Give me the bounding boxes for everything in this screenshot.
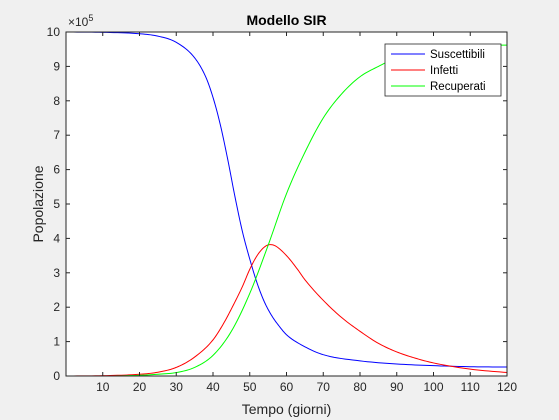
y-tick-label: 5	[53, 197, 60, 211]
x-axis-label: Tempo (giorni)	[242, 401, 331, 417]
x-tick-label: 80	[353, 380, 367, 394]
y-tick-label: 10	[47, 25, 61, 39]
y-tick-label: 1	[53, 335, 60, 349]
x-tick-label: 100	[423, 380, 443, 394]
legend-label-recuperati: Recuperati	[430, 81, 486, 93]
y-tick-label: 2	[53, 300, 60, 314]
chart-title: Modello SIR	[246, 12, 326, 28]
x-tick-label: 20	[133, 380, 147, 394]
x-tick-label: 50	[243, 380, 257, 394]
y-tick-label: 0	[53, 369, 60, 383]
x-tick-label: 70	[317, 380, 331, 394]
series-line-infetti	[65, 244, 508, 377]
y-tick-label: 8	[53, 94, 60, 108]
legend-label-suscettibili: Suscettibili	[430, 49, 485, 61]
x-tick-label: 40	[206, 380, 220, 394]
x-tick-label: 60	[280, 380, 294, 394]
x-tick-label: 110	[461, 380, 480, 394]
series-line-suscettibili	[65, 31, 508, 368]
axes-box	[65, 31, 508, 377]
legend: Suscettibili Infetti Recuperati	[384, 43, 502, 97]
x-tick-label: 120	[497, 380, 517, 394]
y-tick-label: 9	[53, 59, 60, 73]
y-tick-label: 6	[53, 163, 60, 177]
ticks-layer: 10 20 30 40 50 60 70 80 90 100 110 120 0 1 2 3 4 5 6 7 8 9 10	[47, 25, 518, 394]
y-axis-multiplier: ×105	[68, 13, 93, 29]
x-tick-label: 30	[170, 380, 184, 394]
y-axis-label: Popolazione	[30, 165, 46, 242]
legend-label-infetti: Infetti	[430, 65, 458, 77]
x-tick-label: 90	[390, 380, 404, 394]
y-tick-label: 3	[53, 266, 60, 280]
y-tick-label: 4	[53, 231, 60, 245]
y-tick-label: 7	[53, 128, 60, 142]
x-tick-label: 10	[96, 380, 110, 394]
